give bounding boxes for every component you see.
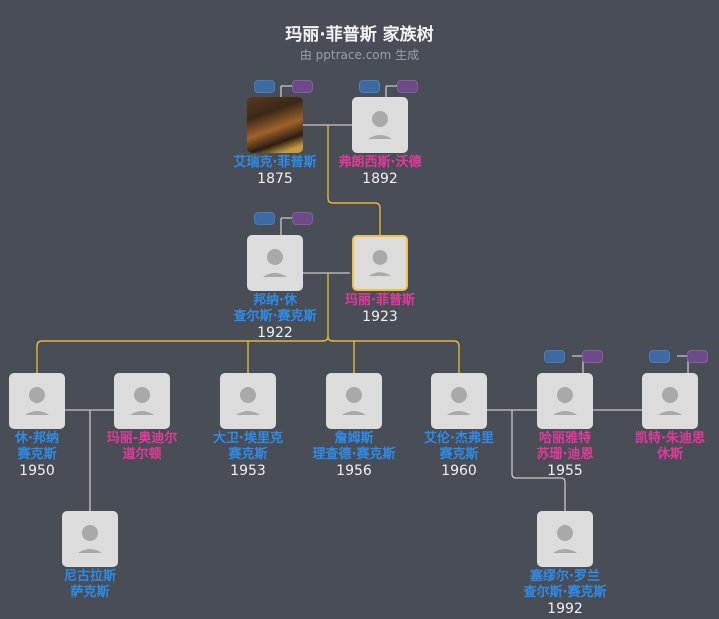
expand-father-button[interactable] <box>254 212 275 225</box>
person-placeholder-icon <box>658 387 682 415</box>
person-card-eric[interactable] <box>247 97 303 153</box>
child-line <box>511 410 566 511</box>
expand-mother-button[interactable] <box>582 350 603 363</box>
expand-father-button[interactable] <box>359 80 380 93</box>
person-name: 哈丽雅特 <box>538 431 591 446</box>
page-title: 玛丽·菲普斯 家族树 <box>285 25 434 45</box>
birth-year: 1953 <box>230 463 266 479</box>
person-label[interactable]: 艾伦·杰弗里 赛克斯 1960 <box>389 431 529 479</box>
person-name: 玛丽·菲普斯 <box>345 293 415 308</box>
birth-year: 1922 <box>257 325 293 341</box>
expand-father-button[interactable] <box>544 350 565 363</box>
person-name: 邦纳·休 <box>253 293 297 308</box>
person-placeholder-icon <box>263 249 287 277</box>
page-subtitle: 由 pptrace.com 生成 <box>299 48 420 62</box>
person-placeholder-icon <box>368 250 392 276</box>
expand-mother-button[interactable] <box>687 350 708 363</box>
person-label[interactable]: 艾瑞克·菲普斯 1875 <box>205 155 345 187</box>
birth-year: 1955 <box>547 463 583 479</box>
expand-mother-button[interactable] <box>292 80 313 93</box>
person-placeholder-icon <box>25 387 49 415</box>
person-label[interactable]: 玛丽-奥迪尔 道尔顿 <box>72 431 212 463</box>
person-name: 赛克斯 <box>439 447 479 462</box>
birth-year: 1960 <box>441 463 477 479</box>
expand-father-button[interactable] <box>254 80 275 93</box>
person-name: 查尔斯·赛克斯 <box>233 309 317 324</box>
person-name: 艾伦·杰弗里 <box>424 431 494 446</box>
person-card-nicholas[interactable] <box>62 511 118 567</box>
person-card-mary[interactable] <box>352 235 408 291</box>
person-card-harriet[interactable] <box>537 373 593 429</box>
person-label[interactable]: 休·邦纳 赛克斯 1950 <box>0 431 107 479</box>
person-card-frances[interactable] <box>352 97 408 153</box>
person-name: 赛克斯 <box>17 447 57 462</box>
person-placeholder-icon <box>553 387 577 415</box>
person-name: 赛克斯 <box>228 447 268 462</box>
person-placeholder-icon <box>447 387 471 415</box>
person-card-james[interactable] <box>326 373 382 429</box>
person-placeholder-icon <box>342 387 366 415</box>
person-placeholder-icon <box>553 525 577 553</box>
person-placeholder-icon <box>78 525 102 553</box>
person-name: 苏珊·迪恩 <box>536 447 594 462</box>
person-placeholder-icon <box>368 111 392 139</box>
person-name: 休·邦纳 <box>15 431 59 446</box>
person-label[interactable]: 凯特·朱迪思 休斯 <box>600 431 719 463</box>
birth-year: 1992 <box>547 601 583 617</box>
person-placeholder-icon <box>236 387 260 415</box>
person-name: 理查德·赛克斯 <box>312 447 396 462</box>
person-name: 塞缪尔·罗兰 <box>530 569 600 584</box>
birth-year: 1950 <box>19 463 55 479</box>
person-name: 休斯 <box>656 447 683 462</box>
birth-year: 1875 <box>257 171 293 187</box>
person-name: 凯特·朱迪思 <box>635 431 705 446</box>
person-photo <box>247 97 303 153</box>
person-name: 艾瑞克·菲普斯 <box>233 155 317 170</box>
person-label[interactable]: 哈丽雅特 苏珊·迪恩 1955 <box>495 431 635 479</box>
person-name: 玛丽-奥迪尔 <box>106 431 178 446</box>
person-label[interactable]: 玛丽·菲普斯 1923 <box>310 293 450 325</box>
person-label[interactable]: 大卫·埃里克 赛克斯 1953 <box>178 431 318 479</box>
person-card-david[interactable] <box>220 373 276 429</box>
person-name: 詹姆斯 <box>334 431 374 446</box>
expand-mother-button[interactable] <box>292 212 313 225</box>
person-name: 大卫·埃里克 <box>213 431 283 446</box>
expand-mother-button[interactable] <box>397 80 418 93</box>
parent-child-line <box>327 125 381 235</box>
person-name: 道尔顿 <box>122 447 162 462</box>
person-card-samuel[interactable] <box>537 511 593 567</box>
person-placeholder-icon <box>130 387 154 415</box>
person-label[interactable]: 尼古拉斯 萨克斯 <box>20 569 160 601</box>
person-label[interactable]: 塞缪尔·罗兰 查尔斯·赛克斯 1992 <box>495 569 635 617</box>
person-name: 弗朗西斯·沃德 <box>338 155 422 170</box>
person-name: 尼古拉斯 <box>63 569 116 584</box>
birth-year: 1892 <box>362 171 398 187</box>
person-card-kate[interactable] <box>642 373 698 429</box>
person-label[interactable]: 邦纳·休 查尔斯·赛克斯 1922 <box>205 293 345 341</box>
birth-year: 1956 <box>336 463 372 479</box>
person-card-hugh[interactable] <box>9 373 65 429</box>
person-card-bonar[interactable] <box>247 235 303 291</box>
person-label[interactable]: 詹姆斯 理查德·赛克斯 1956 <box>284 431 424 479</box>
person-card-alan[interactable] <box>431 373 487 429</box>
expand-father-button[interactable] <box>649 350 670 363</box>
birth-year: 1923 <box>362 309 398 325</box>
person-name: 萨克斯 <box>70 585 110 600</box>
person-label[interactable]: 弗朗西斯·沃德 1892 <box>310 155 450 187</box>
person-card-mary-odell[interactable] <box>114 373 170 429</box>
person-name: 查尔斯·赛克斯 <box>523 585 607 600</box>
